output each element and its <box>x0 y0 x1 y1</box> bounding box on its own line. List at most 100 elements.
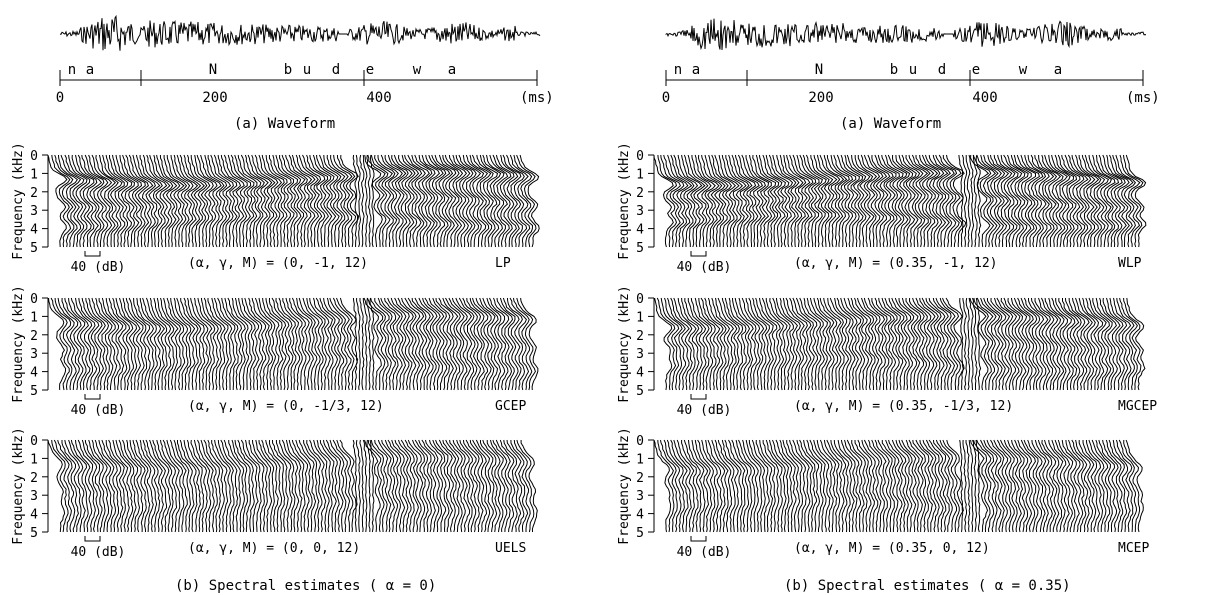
spectrum-curve <box>456 439 473 533</box>
spectrum-curve <box>64 154 85 248</box>
spectrum-curve <box>895 439 913 533</box>
spectrum-curve <box>1118 439 1138 533</box>
spectrum-curve <box>516 439 535 533</box>
spectrum-curve <box>752 297 771 391</box>
spectrum-curve <box>438 439 456 533</box>
spectrum-curve <box>932 297 952 391</box>
spectrum-curve <box>135 154 156 248</box>
spectrum-curve <box>768 154 790 248</box>
spectrum-curve <box>245 439 262 533</box>
spectrum-curve <box>248 440 265 533</box>
spectrum-curve <box>352 297 358 391</box>
spectrum-curve <box>677 297 697 391</box>
spectrum-curve <box>970 439 989 533</box>
spectrum-curve <box>404 297 424 390</box>
spectrum-curve <box>683 439 702 533</box>
spectrum-curve <box>660 297 680 391</box>
spectrum-curve <box>711 439 729 533</box>
spectrum-curve <box>805 154 827 248</box>
waveform-trace <box>665 18 1147 51</box>
spectrum-curve <box>667 297 687 391</box>
spectrum-curve <box>251 154 273 248</box>
spectrum-curve <box>325 439 344 533</box>
spectrum-curve <box>850 297 870 391</box>
frequency-tick-label: 1 <box>636 167 644 182</box>
spectrum-curve <box>670 297 690 391</box>
spectral-waterfall <box>48 297 539 391</box>
phoneme-label: e <box>972 62 980 78</box>
spectrum-curve <box>1091 439 1111 533</box>
spectrum-curve <box>836 154 857 248</box>
spectrum-curve <box>401 297 421 391</box>
spectrum-curve <box>323 297 341 391</box>
spectrum-curve <box>1096 154 1116 248</box>
spectrum-curve <box>85 297 104 390</box>
spectrum-curve <box>762 154 783 248</box>
phoneme-label: w <box>413 62 422 78</box>
spectrum-curve <box>921 297 941 391</box>
spectrum-curve <box>411 297 431 391</box>
spectrum-curve <box>1065 439 1084 533</box>
spectrum-curve <box>912 439 929 533</box>
spectrum-curve <box>819 439 838 533</box>
spectrum-curve <box>479 297 499 391</box>
spectrum-curve <box>932 154 953 248</box>
spectrum-curve <box>921 154 943 248</box>
spectrum-curve <box>268 297 287 391</box>
spectrum-curve <box>503 439 522 532</box>
spectrum-curve <box>88 297 107 391</box>
spectrum-curve <box>374 298 392 391</box>
spectrum-curve <box>397 154 418 248</box>
spectrum-curve <box>223 439 241 533</box>
spectrum-curve <box>369 154 375 248</box>
spectrum-curve <box>377 439 395 533</box>
spectrum-curve <box>411 154 432 248</box>
spectrum-curve <box>241 297 260 391</box>
spectrum-curve <box>119 297 138 391</box>
spectrum-curve <box>261 154 283 248</box>
frequency-axis-label: Frequency (kHz) <box>617 427 632 544</box>
spectrum-curve <box>384 439 401 533</box>
spectrum-curve <box>418 297 437 391</box>
spectrum-curve <box>1061 154 1083 248</box>
spectrum-curve <box>516 154 537 248</box>
spectral-waterfall <box>47 154 540 248</box>
spectrum-curve <box>829 297 850 391</box>
spectrum-curve <box>445 297 464 391</box>
spectrum-curve <box>332 439 351 533</box>
spectrum-curve <box>663 154 685 248</box>
spectrum-curve <box>489 297 509 391</box>
spectrum-curve <box>1023 297 1043 391</box>
spectrum-curve <box>91 154 113 248</box>
spectrum-curve <box>279 155 299 248</box>
spectrum-curve <box>851 154 871 248</box>
spectrum-curve <box>1082 439 1101 533</box>
spectrum-curve <box>170 297 189 391</box>
spectrum-curve <box>377 154 398 248</box>
spectrum-curve <box>489 154 510 248</box>
spectrum-curve <box>755 439 774 533</box>
panel-parameters: (α, γ, M) = (0, -1/3, 12) <box>188 399 384 414</box>
phoneme-label: a <box>692 62 700 78</box>
spectrum-curve <box>285 154 306 248</box>
spectrum-curve <box>57 439 76 533</box>
spectrum-curve <box>316 154 337 248</box>
spectrum-curve <box>935 439 953 532</box>
frequency-tick-label: 0 <box>30 292 38 307</box>
spectrum-curve <box>359 154 365 248</box>
spectrum-curve <box>925 297 945 391</box>
spectrum-curve <box>755 297 774 391</box>
spectrum-curve <box>840 439 858 532</box>
spectrum-curve <box>664 297 683 391</box>
spectrum-curve <box>983 439 1002 532</box>
spectrum-curve <box>975 439 981 533</box>
spectrum-curve <box>133 297 151 391</box>
spectrum-curve <box>813 297 832 391</box>
spectrum-curve <box>846 154 867 248</box>
spectrum-curve <box>156 297 175 391</box>
spectrum-curve <box>1084 154 1106 248</box>
spectrum-curve <box>288 154 308 248</box>
phoneme-label: a <box>86 62 94 78</box>
